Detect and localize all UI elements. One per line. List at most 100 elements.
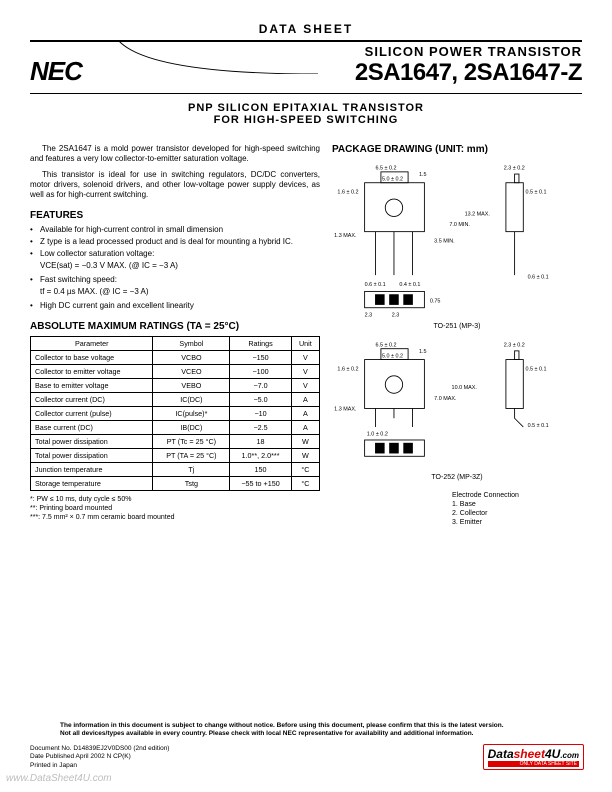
table-cell: V [291, 365, 319, 379]
feature-subtext: tf = 0.4 µs MAX. (@ IC = −3 A) [30, 287, 320, 297]
doc-printed: Printed in Japan [30, 762, 169, 770]
svg-text:6.5 ± 0.2: 6.5 ± 0.2 [375, 166, 396, 172]
package-drawing-to252-icon: 6.5 ± 0.2 5.0 ± 0.2 1.5 2.3 ± 0.2 1.6 ± … [332, 340, 582, 470]
feature-item: Available for high-current control in sm… [30, 225, 320, 235]
disclaimer-text: The information in this document is subj… [60, 722, 582, 738]
ds4u-subtext: ONLY DATA SHEET SITE [488, 761, 579, 767]
svg-text:1.0 ± 0.2: 1.0 ± 0.2 [367, 431, 388, 437]
note-3: ***: 7.5 mm² × 0.7 mm ceramic board moun… [30, 513, 320, 522]
doc-meta: Document No. D14839EJ2V0DS00 (2nd editio… [30, 745, 169, 770]
table-cell: IB(DC) [153, 421, 230, 435]
ds4u-text-3: 4U [545, 747, 560, 761]
svg-text:2.3: 2.3 [365, 312, 373, 318]
package-drawing-to251-icon: 6.5 ± 0.2 5.0 ± 0.2 1.5 2.3 ± 0.2 1.6 ± … [332, 161, 582, 319]
feature-item: Z type is a lead processed product and i… [30, 237, 320, 247]
svg-text:7.0 MIN.: 7.0 MIN. [449, 222, 470, 228]
table-cell: −10 [230, 407, 291, 421]
svg-text:1.6 ± 0.2: 1.6 ± 0.2 [337, 190, 358, 196]
table-row: Total power dissipationPT (Tc = 25 °C)18… [31, 435, 320, 449]
svg-text:0.6 ± 0.1: 0.6 ± 0.1 [365, 282, 386, 288]
table-row: Base current (DC)IB(DC)−2.5A [31, 421, 320, 435]
table-cell: −100 [230, 365, 291, 379]
svg-text:1.5: 1.5 [419, 172, 427, 178]
left-column: The 2SA1647 is a mold power transistor d… [30, 144, 320, 527]
intro-para-2: This transistor is ideal for use in swit… [30, 170, 320, 200]
note-2: **: Printing board mounted [30, 504, 320, 513]
table-row: Collector current (pulse)IC(pulse)*−10A [31, 407, 320, 421]
table-row: Base to emitter voltageVEBO−7.0V [31, 379, 320, 393]
table-cell: A [291, 407, 319, 421]
svg-text:1.5: 1.5 [419, 349, 427, 355]
svg-text:2.3 ± 0.2: 2.3 ± 0.2 [504, 342, 525, 348]
doc-number: Document No. D14839EJ2V0DS00 (2nd editio… [30, 745, 169, 753]
ratings-table: Parameter Symbol Ratings Unit Collector … [30, 336, 320, 491]
electrode-connection: Electrode Connection 1. Base 2. Collecto… [452, 491, 582, 527]
svg-text:6.5 ± 0.2: 6.5 ± 0.2 [375, 342, 396, 348]
th-ratings: Ratings [230, 337, 291, 351]
subtitle-1: PNP SILICON EPITAXIAL TRANSISTOR [30, 102, 582, 114]
svg-text:0.75: 0.75 [430, 298, 441, 304]
features-list-2: Fast switching speed: [30, 275, 320, 285]
svg-text:0.6 ± 0.1: 0.6 ± 0.1 [528, 274, 549, 280]
feature-item: Low collector saturation voltage: [30, 249, 320, 259]
svg-text:1.3 MAX.: 1.3 MAX. [334, 233, 357, 239]
table-cell: VCBO [153, 351, 230, 365]
features-list-3: High DC current gain and excellent linea… [30, 301, 320, 311]
table-cell: −7.0 [230, 379, 291, 393]
table-cell: IC(DC) [153, 393, 230, 407]
table-cell: A [291, 393, 319, 407]
table-row: Collector current (DC)IC(DC)−5.0A [31, 393, 320, 407]
table-cell: IC(pulse)* [153, 407, 230, 421]
header-curve-icon [118, 40, 318, 74]
table-cell: Storage temperature [31, 477, 153, 491]
table-cell: W [291, 449, 319, 463]
svg-text:10.0 MAX.: 10.0 MAX. [452, 385, 478, 391]
svg-text:0.5 ± 0.1: 0.5 ± 0.1 [528, 423, 549, 429]
table-cell: Collector current (pulse) [31, 407, 153, 421]
silicon-power-transistor-label: SILICON POWER TRANSISTOR [355, 44, 582, 59]
table-cell: °C [291, 477, 319, 491]
table-cell: Tstg [153, 477, 230, 491]
electrode-heading: Electrode Connection [452, 491, 582, 500]
svg-text:0.4 ± 0.1: 0.4 ± 0.1 [399, 282, 420, 288]
table-row: Storage temperatureTstg−55 to +150°C [31, 477, 320, 491]
table-cell: V [291, 351, 319, 365]
table-cell: 1.0**, 2.0*** [230, 449, 291, 463]
feature-subtext: VCE(sat) = −0.3 V MAX. (@ IC = −3 A) [30, 261, 320, 271]
table-row: Junction temperatureTj150°C [31, 463, 320, 477]
note-1: *: PW ≤ 10 ms, duty cycle ≤ 50% [30, 495, 320, 504]
banner-datasheet: DATA SHEET [30, 22, 582, 36]
svg-text:2.3 ± 0.2: 2.3 ± 0.2 [504, 166, 525, 172]
table-cell: VCEO [153, 365, 230, 379]
electrode-3: 3. Emitter [452, 518, 582, 527]
table-row: Total power dissipationPT (TA = 25 °C)1.… [31, 449, 320, 463]
table-notes: *: PW ≤ 10 ms, duty cycle ≤ 50% **: Prin… [30, 495, 320, 522]
ratings-heading: ABSOLUTE MAXIMUM RATINGS (TA = 25°C) [30, 321, 320, 332]
ds4u-text-2: sheet [514, 747, 545, 761]
electrode-1: 1. Base [452, 500, 582, 509]
table-cell: 150 [230, 463, 291, 477]
svg-text:5.0 ± 0.2: 5.0 ± 0.2 [382, 177, 403, 183]
to252-label: TO-252 (MP-3Z) [332, 474, 582, 481]
svg-text:1.3 MAX.: 1.3 MAX. [334, 406, 357, 412]
svg-text:3.5 MIN.: 3.5 MIN. [434, 239, 455, 245]
table-cell: Total power dissipation [31, 435, 153, 449]
table-cell: 18 [230, 435, 291, 449]
svg-text:2.3: 2.3 [392, 312, 400, 318]
feature-item: High DC current gain and excellent linea… [30, 301, 320, 311]
table-row: Collector to emitter voltageVCEO−100V [31, 365, 320, 379]
svg-text:7.0 MAX.: 7.0 MAX. [434, 395, 457, 401]
table-cell: Collector to base voltage [31, 351, 153, 365]
table-cell: −55 to +150 [230, 477, 291, 491]
table-cell: −150 [230, 351, 291, 365]
title-stack: SILICON POWER TRANSISTOR 2SA1647, 2SA164… [355, 44, 582, 87]
table-cell: W [291, 435, 319, 449]
ds4u-text-1: Data [488, 747, 514, 761]
th-unit: Unit [291, 337, 319, 351]
table-cell: A [291, 421, 319, 435]
table-cell: Tj [153, 463, 230, 477]
table-cell: Collector current (DC) [31, 393, 153, 407]
datasheet4u-logo: Datasheet4U.com ONLY DATA SHEET SITE [483, 744, 584, 770]
to251-label: TO-251 (MP-3) [332, 323, 582, 330]
feature-item: Fast switching speed: [30, 275, 320, 285]
